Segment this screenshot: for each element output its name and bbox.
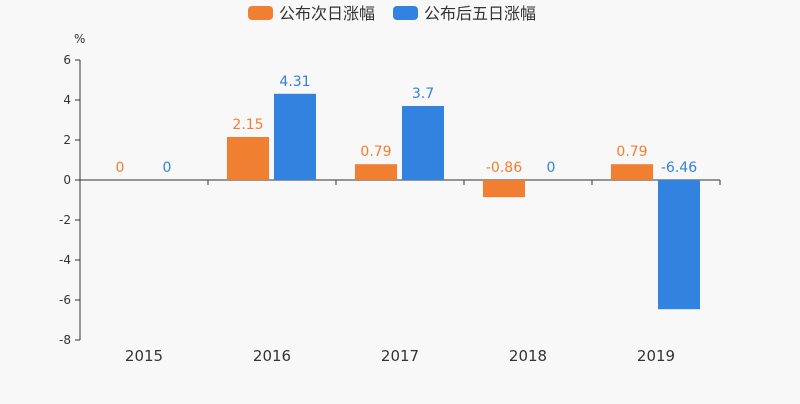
y-tick-label: 2 — [63, 133, 71, 147]
data-label: 0 — [547, 160, 556, 176]
bar-five-day-2016[interactable] — [274, 93, 316, 180]
legend-item-1[interactable]: 公布后五日涨幅 — [393, 4, 536, 23]
legend-label: 公布次日涨幅 — [279, 4, 375, 23]
y-tick-label: -6 — [59, 293, 71, 307]
bar-five-day-2019[interactable] — [658, 180, 700, 310]
legend-label: 公布后五日涨幅 — [424, 4, 536, 23]
y-tick-label: 4 — [63, 93, 71, 107]
data-label: 0.79 — [616, 144, 647, 160]
y-tick-label: 6 — [63, 53, 71, 67]
bar-next-day-2016[interactable] — [227, 137, 269, 180]
y-tick-label: -8 — [59, 333, 71, 347]
y-tick-label: 0 — [63, 173, 71, 187]
data-label: 2.15 — [232, 117, 263, 133]
x-tick-label: 2018 — [509, 347, 547, 365]
bar-five-day-2017[interactable] — [402, 106, 444, 180]
x-tick-label: 2017 — [381, 347, 419, 365]
y-tick-label: -2 — [59, 213, 71, 227]
y-tick-label: -4 — [59, 253, 71, 267]
data-label: -0.86 — [486, 160, 522, 176]
bar-next-day-2019[interactable] — [611, 164, 653, 180]
data-label: -6.46 — [661, 160, 697, 176]
bar-next-day-2017[interactable] — [355, 164, 397, 180]
legend-swatch — [393, 6, 418, 20]
y-axis-unit: % — [74, 32, 85, 46]
legend[interactable]: 公布次日涨幅 公布后五日涨幅 — [248, 4, 536, 23]
x-tick-label: 2015 — [125, 347, 163, 365]
bar-next-day-2018[interactable] — [483, 180, 525, 198]
x-tick-label: 2016 — [253, 347, 291, 365]
data-label: 4.31 — [279, 74, 310, 90]
legend-swatch — [248, 6, 273, 20]
data-label: 0.79 — [360, 144, 391, 160]
x-tick-label: 2019 — [637, 347, 675, 365]
legend-item-0[interactable]: 公布次日涨幅 — [248, 4, 375, 23]
data-label: 3.7 — [412, 86, 434, 102]
data-label: 0 — [116, 160, 125, 176]
data-label: 0 — [163, 160, 172, 176]
